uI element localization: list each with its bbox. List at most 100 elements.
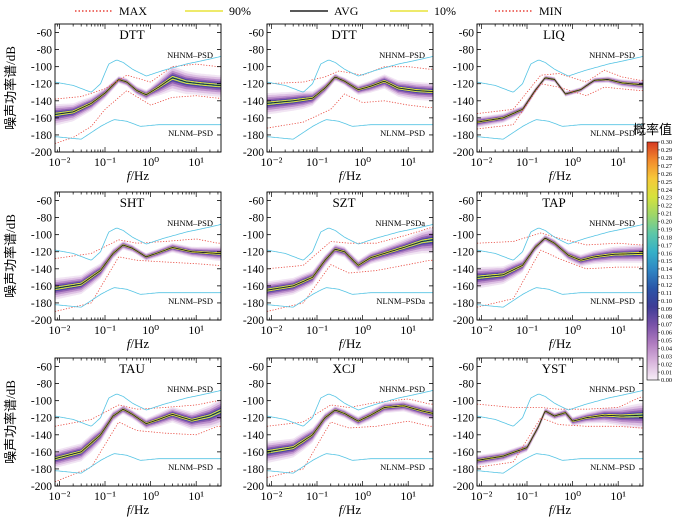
plot-frame	[266, 23, 434, 153]
y-tick-label: -140	[31, 430, 52, 442]
colorbar-tick-label: 0.18	[661, 234, 672, 241]
y-tick-label: -120	[453, 247, 474, 259]
y-tick-label: -140	[31, 96, 52, 108]
nhnm-line	[477, 56, 643, 93]
y-tick-label: -200	[243, 481, 264, 493]
y-tick-label: -160	[453, 281, 474, 293]
colorbar-tick-label: 0.01	[661, 369, 672, 376]
colorbar-tick-label: 0.27	[661, 163, 672, 170]
y-tick-label: -120	[453, 79, 474, 91]
y-tick-label: -160	[243, 113, 264, 125]
max-line	[55, 63, 221, 100]
x-tick-label: 10¹	[610, 323, 626, 337]
nlnm-line	[267, 453, 433, 474]
max-line	[477, 69, 643, 114]
nhnm-line	[267, 56, 433, 93]
colorbar-tick-label: 0.05	[661, 338, 672, 345]
max-line	[477, 232, 643, 246]
y-tick-label: -80	[37, 213, 53, 225]
x-tick-label: 10⁻¹	[306, 489, 328, 503]
y-tick-label: -160	[31, 281, 52, 293]
y-tick-label: -140	[243, 264, 264, 276]
legend-label: MIN	[539, 4, 563, 18]
x-tick-label: 10⁻²	[260, 489, 282, 503]
y-tick-label: -140	[453, 96, 474, 108]
nlnm-label: NLNM–PSD	[590, 296, 635, 306]
x-tick-label: 10¹	[188, 323, 204, 337]
max-line	[267, 66, 433, 85]
y-tick-label: -120	[453, 413, 474, 425]
colorbar-tick-label: 0.22	[661, 203, 672, 210]
y-tick-label: -60	[459, 28, 475, 40]
y-tick-label: -120	[31, 79, 52, 91]
y-tick-label: -160	[243, 281, 264, 293]
y-tick-label: -200	[31, 481, 52, 493]
colorbar-tick-label: 0.11	[661, 290, 672, 297]
y-tick-label: -140	[31, 264, 52, 276]
x-axis-label-unit: /Hz	[342, 336, 361, 351]
station-title: TAP	[542, 195, 566, 210]
x-tick-label: 10⁰	[354, 155, 371, 169]
x-tick-label: 10⁰	[142, 155, 159, 169]
station-title: XCJ	[332, 361, 355, 376]
y-tick-label: -160	[31, 447, 52, 459]
y-tick-label: -120	[243, 413, 264, 425]
min-line	[55, 421, 221, 483]
nhnm-label: NHNM–PSD	[379, 384, 425, 394]
plot-area	[55, 224, 221, 312]
plot-frame	[476, 191, 644, 321]
plot-area	[477, 224, 643, 308]
nhnm-line	[477, 390, 643, 427]
y-tick-label: -100	[453, 396, 474, 408]
legend: MAX 90% AVG 10% MIN	[75, 4, 563, 18]
y-tick-label: -120	[243, 79, 264, 91]
x-axis-label-unit: /Hz	[342, 168, 361, 183]
y-tick-label: -180	[243, 298, 264, 310]
x-axis-label: f/Hz	[127, 502, 150, 517]
station-title: SHT	[120, 195, 145, 210]
density-band-3	[477, 76, 643, 125]
y-tick-label: -200	[453, 147, 474, 159]
colorbar-tick-label: 0.02	[661, 361, 672, 368]
y-tick-label: -80	[249, 379, 265, 391]
colorbar-tick-label: 0.23	[661, 195, 672, 202]
density-band-2	[477, 76, 643, 126]
colorbar-tick-label: 0.08	[661, 314, 672, 321]
x-axis-label-f: f	[127, 502, 133, 517]
y-tick-label: -100	[243, 62, 264, 74]
nlnm-label: NLNM–PSD	[380, 462, 425, 472]
nlnm-label: NLNM–PSD	[168, 462, 213, 472]
avg-line	[55, 408, 221, 460]
nlnm-line	[477, 119, 643, 140]
nhnm-line	[267, 224, 433, 261]
colorbar-tick-label: 0.09	[661, 306, 672, 313]
legend-label: MAX	[119, 4, 147, 18]
nhnm-label: NHNM–PSDa	[375, 218, 425, 228]
min-line	[55, 90, 221, 144]
x-tick-label: 10⁻²	[470, 155, 492, 169]
y-tick-label: -200	[453, 481, 474, 493]
colorbar-tick-label: 0.19	[661, 226, 672, 233]
station-title: DTT	[331, 27, 356, 42]
x-tick-label: 10¹	[188, 489, 204, 503]
x-axis-label: f/Hz	[549, 168, 572, 183]
x-tick-label: 10¹	[400, 155, 416, 169]
y-tick-label: -200	[453, 315, 474, 327]
nlnm-label: NLNM–PSDa	[376, 296, 425, 306]
y-tick-label: -60	[37, 196, 53, 208]
x-tick-label: 10⁻²	[470, 489, 492, 503]
y-tick-label: -100	[243, 230, 264, 242]
x-axis-label-unit: /Hz	[552, 336, 571, 351]
x-tick-label: 10⁻²	[48, 155, 70, 169]
avg-line	[477, 237, 643, 278]
station-title: YST	[542, 361, 567, 376]
avg-line	[267, 239, 433, 291]
plot-area	[267, 224, 433, 312]
x-tick-label: 10⁻²	[48, 323, 70, 337]
x-tick-label: 10⁰	[354, 489, 371, 503]
